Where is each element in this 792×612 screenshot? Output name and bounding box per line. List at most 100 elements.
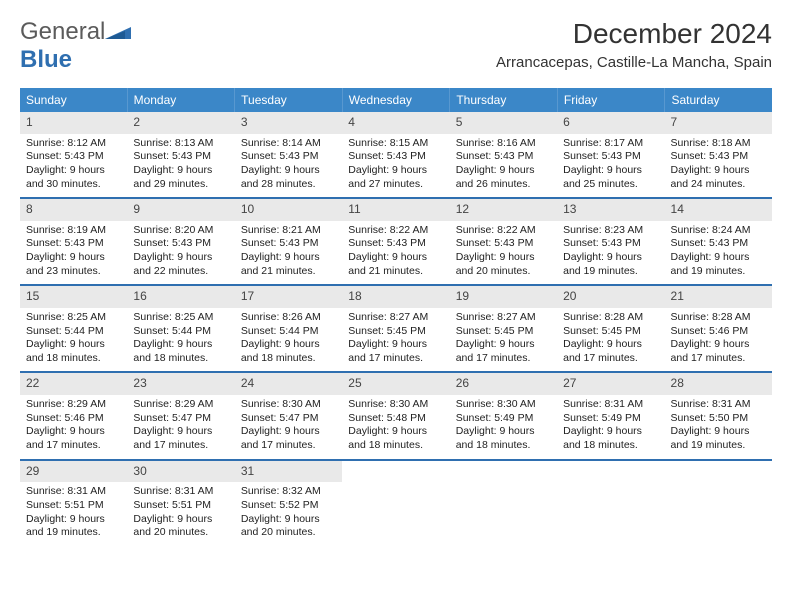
day-line-daylight1: Daylight: 9 hours bbox=[26, 164, 121, 178]
day-number: 9 bbox=[127, 199, 234, 221]
day-number: 16 bbox=[127, 286, 234, 308]
day-line-daylight2: and 21 minutes. bbox=[348, 265, 443, 279]
day-line-daylight2: and 20 minutes. bbox=[456, 265, 551, 279]
day-line-sunset: Sunset: 5:46 PM bbox=[26, 412, 121, 426]
day-line-daylight1: Daylight: 9 hours bbox=[671, 251, 766, 265]
day-body: Sunrise: 8:25 AMSunset: 5:44 PMDaylight:… bbox=[20, 308, 127, 372]
day-line-sunrise: Sunrise: 8:31 AM bbox=[26, 485, 121, 499]
day-line-sunrise: Sunrise: 8:16 AM bbox=[456, 137, 551, 151]
day-line-daylight1: Daylight: 9 hours bbox=[348, 251, 443, 265]
day-number: 11 bbox=[342, 199, 449, 221]
month-title: December 2024 bbox=[496, 18, 772, 50]
day-line-sunrise: Sunrise: 8:29 AM bbox=[133, 398, 228, 412]
day-cell bbox=[665, 461, 772, 546]
day-line-sunrise: Sunrise: 8:23 AM bbox=[563, 224, 658, 238]
day-line-sunrise: Sunrise: 8:27 AM bbox=[456, 311, 551, 325]
day-line-sunrise: Sunrise: 8:25 AM bbox=[133, 311, 228, 325]
day-body: Sunrise: 8:13 AMSunset: 5:43 PMDaylight:… bbox=[127, 134, 234, 198]
day-line-daylight2: and 19 minutes. bbox=[671, 265, 766, 279]
day-line-sunrise: Sunrise: 8:30 AM bbox=[241, 398, 336, 412]
day-line-sunset: Sunset: 5:45 PM bbox=[348, 325, 443, 339]
day-line-daylight1: Daylight: 9 hours bbox=[26, 513, 121, 527]
day-number: 15 bbox=[20, 286, 127, 308]
day-line-sunset: Sunset: 5:43 PM bbox=[456, 150, 551, 164]
day-line-sunrise: Sunrise: 8:15 AM bbox=[348, 137, 443, 151]
day-line-daylight2: and 25 minutes. bbox=[563, 178, 658, 192]
day-line-sunrise: Sunrise: 8:19 AM bbox=[26, 224, 121, 238]
day-body: Sunrise: 8:25 AMSunset: 5:44 PMDaylight:… bbox=[127, 308, 234, 372]
day-line-daylight2: and 19 minutes. bbox=[671, 439, 766, 453]
logo: General Blue bbox=[20, 18, 131, 74]
day-line-sunrise: Sunrise: 8:20 AM bbox=[133, 224, 228, 238]
day-line-sunrise: Sunrise: 8:18 AM bbox=[671, 137, 766, 151]
week-row: 8Sunrise: 8:19 AMSunset: 5:43 PMDaylight… bbox=[20, 199, 772, 286]
day-line-daylight2: and 18 minutes. bbox=[241, 352, 336, 366]
day-cell: 1Sunrise: 8:12 AMSunset: 5:43 PMDaylight… bbox=[20, 112, 127, 197]
day-body: Sunrise: 8:22 AMSunset: 5:43 PMDaylight:… bbox=[342, 221, 449, 285]
day-line-daylight2: and 18 minutes. bbox=[456, 439, 551, 453]
day-cell: 14Sunrise: 8:24 AMSunset: 5:43 PMDayligh… bbox=[665, 199, 772, 284]
day-number: 1 bbox=[20, 112, 127, 134]
day-line-sunrise: Sunrise: 8:31 AM bbox=[563, 398, 658, 412]
week-row: 29Sunrise: 8:31 AMSunset: 5:51 PMDayligh… bbox=[20, 461, 772, 546]
day-line-daylight2: and 28 minutes. bbox=[241, 178, 336, 192]
day-body: Sunrise: 8:24 AMSunset: 5:43 PMDaylight:… bbox=[665, 221, 772, 285]
day-cell: 4Sunrise: 8:15 AMSunset: 5:43 PMDaylight… bbox=[342, 112, 449, 197]
day-line-sunset: Sunset: 5:43 PM bbox=[563, 237, 658, 251]
day-line-sunrise: Sunrise: 8:32 AM bbox=[241, 485, 336, 499]
day-header: Wednesday bbox=[343, 88, 451, 112]
day-line-daylight2: and 20 minutes. bbox=[133, 526, 228, 540]
day-cell: 5Sunrise: 8:16 AMSunset: 5:43 PMDaylight… bbox=[450, 112, 557, 197]
day-line-daylight2: and 29 minutes. bbox=[133, 178, 228, 192]
day-cell: 7Sunrise: 8:18 AMSunset: 5:43 PMDaylight… bbox=[665, 112, 772, 197]
day-header: Thursday bbox=[450, 88, 558, 112]
day-number: 5 bbox=[450, 112, 557, 134]
day-number: 3 bbox=[235, 112, 342, 134]
day-body: Sunrise: 8:12 AMSunset: 5:43 PMDaylight:… bbox=[20, 134, 127, 198]
day-line-sunset: Sunset: 5:43 PM bbox=[563, 150, 658, 164]
day-line-sunrise: Sunrise: 8:30 AM bbox=[348, 398, 443, 412]
day-cell: 23Sunrise: 8:29 AMSunset: 5:47 PMDayligh… bbox=[127, 373, 234, 458]
day-body: Sunrise: 8:27 AMSunset: 5:45 PMDaylight:… bbox=[450, 308, 557, 372]
day-number: 20 bbox=[557, 286, 664, 308]
day-number: 29 bbox=[20, 461, 127, 483]
day-line-daylight2: and 17 minutes. bbox=[563, 352, 658, 366]
day-body: Sunrise: 8:20 AMSunset: 5:43 PMDaylight:… bbox=[127, 221, 234, 285]
day-line-daylight2: and 30 minutes. bbox=[26, 178, 121, 192]
day-line-sunrise: Sunrise: 8:17 AM bbox=[563, 137, 658, 151]
day-line-daylight1: Daylight: 9 hours bbox=[241, 164, 336, 178]
day-cell: 12Sunrise: 8:22 AMSunset: 5:43 PMDayligh… bbox=[450, 199, 557, 284]
day-line-sunset: Sunset: 5:44 PM bbox=[26, 325, 121, 339]
day-number: 31 bbox=[235, 461, 342, 483]
day-line-sunset: Sunset: 5:49 PM bbox=[563, 412, 658, 426]
day-line-sunrise: Sunrise: 8:28 AM bbox=[671, 311, 766, 325]
day-cell: 31Sunrise: 8:32 AMSunset: 5:52 PMDayligh… bbox=[235, 461, 342, 546]
day-line-daylight1: Daylight: 9 hours bbox=[133, 251, 228, 265]
day-body: Sunrise: 8:31 AMSunset: 5:49 PMDaylight:… bbox=[557, 395, 664, 459]
day-cell bbox=[450, 461, 557, 546]
day-line-sunrise: Sunrise: 8:27 AM bbox=[348, 311, 443, 325]
day-line-daylight2: and 17 minutes. bbox=[241, 439, 336, 453]
day-number: 8 bbox=[20, 199, 127, 221]
day-cell: 21Sunrise: 8:28 AMSunset: 5:46 PMDayligh… bbox=[665, 286, 772, 371]
day-cell: 2Sunrise: 8:13 AMSunset: 5:43 PMDaylight… bbox=[127, 112, 234, 197]
day-line-daylight2: and 18 minutes. bbox=[563, 439, 658, 453]
day-cell: 17Sunrise: 8:26 AMSunset: 5:44 PMDayligh… bbox=[235, 286, 342, 371]
day-number: 17 bbox=[235, 286, 342, 308]
day-number: 21 bbox=[665, 286, 772, 308]
day-body: Sunrise: 8:31 AMSunset: 5:50 PMDaylight:… bbox=[665, 395, 772, 459]
day-line-sunrise: Sunrise: 8:14 AM bbox=[241, 137, 336, 151]
day-cell: 30Sunrise: 8:31 AMSunset: 5:51 PMDayligh… bbox=[127, 461, 234, 546]
day-line-daylight1: Daylight: 9 hours bbox=[26, 251, 121, 265]
day-body: Sunrise: 8:17 AMSunset: 5:43 PMDaylight:… bbox=[557, 134, 664, 198]
day-number: 22 bbox=[20, 373, 127, 395]
day-cell: 29Sunrise: 8:31 AMSunset: 5:51 PMDayligh… bbox=[20, 461, 127, 546]
day-line-sunrise: Sunrise: 8:13 AM bbox=[133, 137, 228, 151]
day-line-sunrise: Sunrise: 8:21 AM bbox=[241, 224, 336, 238]
day-line-sunset: Sunset: 5:47 PM bbox=[133, 412, 228, 426]
day-line-sunset: Sunset: 5:49 PM bbox=[456, 412, 551, 426]
day-line-sunrise: Sunrise: 8:26 AM bbox=[241, 311, 336, 325]
day-line-sunset: Sunset: 5:52 PM bbox=[241, 499, 336, 513]
day-line-sunset: Sunset: 5:43 PM bbox=[133, 237, 228, 251]
day-line-daylight2: and 24 minutes. bbox=[671, 178, 766, 192]
